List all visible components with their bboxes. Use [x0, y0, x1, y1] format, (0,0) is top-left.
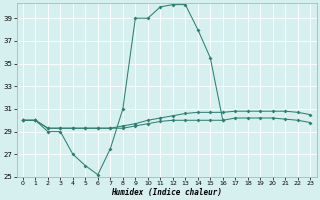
X-axis label: Humidex (Indice chaleur): Humidex (Indice chaleur) [111, 188, 222, 197]
